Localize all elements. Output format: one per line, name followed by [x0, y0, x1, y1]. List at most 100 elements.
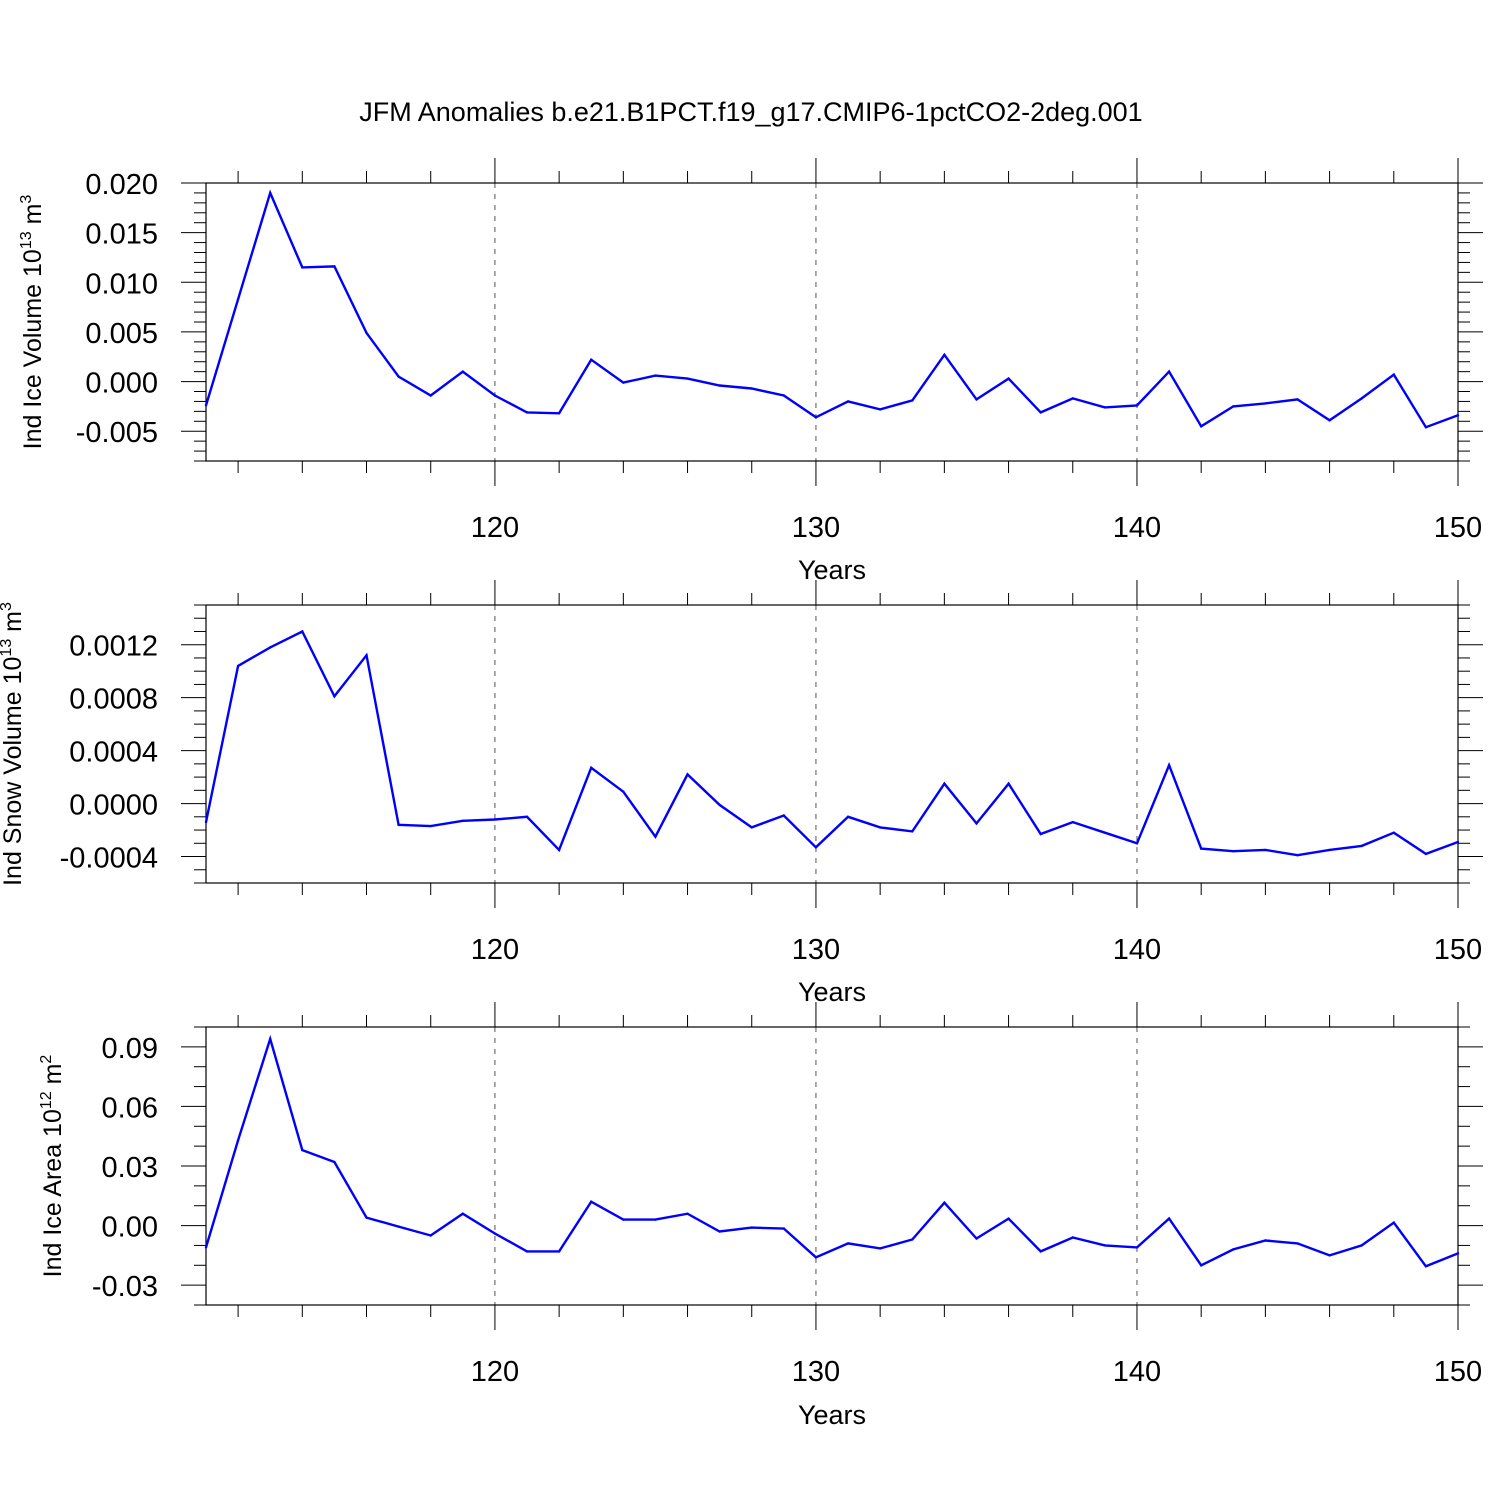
chart-2-x-tick-label: 140: [1113, 1356, 1161, 1388]
chart-1-data-point: [1456, 840, 1460, 844]
chart-2-y-axis-label: Ind Ice Area 1012 m2: [38, 1055, 67, 1278]
chart-1-data-point: [1199, 847, 1203, 850]
chart-1-data-point: [1135, 842, 1139, 845]
chart-1-data-point: [1039, 832, 1042, 836]
chart-1-data-point: [365, 654, 368, 657]
chart-1-plot-frame: [205, 604, 1459, 884]
chart-1-x-tick-label: 120: [471, 934, 519, 966]
figure-title: JFM Anomalies b.e21.B1PCT.f19_g17.CMIP6-…: [359, 97, 1142, 127]
chart-0-data-point: [236, 297, 240, 301]
chart-0-data-point: [654, 374, 657, 377]
chart-0-data-point: [557, 412, 561, 415]
chart-2-data-point: [1007, 1217, 1010, 1220]
chart-1-data-point: [878, 826, 882, 829]
chart-0-data-point: [686, 377, 689, 380]
chart-2-data-point: [204, 1246, 208, 1249]
chart-2-data-point: [622, 1218, 625, 1221]
chart-0-data-point: [718, 384, 721, 387]
chart-0-data-point: [493, 394, 497, 397]
chart-2-data-point: [1039, 1250, 1042, 1253]
chart-0-data-point: [590, 358, 593, 361]
chart-1-x-tick-label: 140: [1113, 934, 1161, 966]
chart-1-y-axis-label: Ind Snow Volume 1013 m3: [0, 602, 27, 886]
chart-1-data-point: [493, 818, 497, 821]
chart-2-data-point: [750, 1226, 753, 1229]
chart-1-data-point: [269, 646, 272, 649]
chart-0-y-tick-label: 0.015: [85, 219, 158, 251]
chart-1-data-point: [782, 814, 786, 817]
chart-1-y-tick-label: -0.0004: [60, 843, 158, 875]
chart-2-x-tick-label: 130: [792, 1356, 840, 1388]
chart-0-data-point: [782, 394, 786, 397]
chart-0-data-point: [911, 399, 914, 402]
chart-2-y-tick-label: 0.03: [102, 1152, 158, 1184]
chart-2-data-point: [1135, 1246, 1139, 1249]
chart-1-data-point: [1264, 848, 1267, 852]
chart-2-y-tick-label: -0.03: [92, 1271, 158, 1303]
chart-0-data-point: [814, 416, 818, 419]
chart-2-data-point: [654, 1218, 657, 1221]
chart-1-data-point: [461, 819, 465, 822]
chart-0-x-tick-label: 140: [1113, 512, 1161, 544]
chart-0-data-point: [943, 353, 946, 356]
chart-1-data-point: [686, 773, 689, 776]
chart-2-data-point: [1360, 1244, 1363, 1247]
chart-1-data-point: [1424, 852, 1428, 856]
chart-0-x-axis-label: Years: [798, 555, 866, 585]
chart-2-data-point: [1424, 1265, 1428, 1268]
chart-2-data-point: [1456, 1252, 1460, 1255]
chart-0-x-tick-label: 120: [471, 512, 519, 544]
chart-0-data-point: [1167, 370, 1171, 373]
chart-0-data-point: [1039, 411, 1042, 414]
chart-1-data-point: [846, 815, 850, 819]
chart-1-data-point: [1167, 763, 1171, 767]
chart-0-x-tick-label: 150: [1434, 512, 1482, 544]
chart-2-data-point: [782, 1227, 786, 1230]
chart-2-x-tick-label: 150: [1434, 1356, 1482, 1388]
chart-0-data-point: [461, 370, 465, 373]
ice-volume-panel: 120 130 140 150 0.020 0.015 0.010 0.005 0.000 -0.…: [18, 158, 1483, 585]
chart-0-y-tick-label: 0.010: [85, 268, 158, 300]
chart-2-data-point: [557, 1250, 561, 1253]
chart-2-data-point: [686, 1212, 689, 1215]
chart-1-data-point: [204, 820, 208, 824]
chart-0-data-point: [397, 375, 400, 378]
ice-area-panel: 120 130 140 150 0.09 0.06 0.03 0.00 -0.03 Ind Ice…: [38, 1002, 1483, 1430]
chart-0-data-point: [1456, 414, 1460, 417]
chart-1-x-axis-label: Years: [798, 977, 866, 1007]
chart-2-data-point: [718, 1230, 721, 1233]
chart-1-data-point: [943, 782, 946, 785]
chart-2-data-point: [590, 1200, 593, 1203]
chart-2-data-point: [1296, 1242, 1299, 1245]
chart-1-data-point: [1360, 844, 1363, 848]
chart-1-x-tick-label: 150: [1434, 934, 1482, 966]
chart-0-series-line: [204, 189, 1459, 429]
chart-2-y-tick-label: 0.06: [102, 1092, 158, 1124]
chart-1-data-point: [814, 846, 818, 849]
chart-0-data-point: [1360, 397, 1363, 400]
chart-1-x-tick-label: 130: [792, 934, 840, 966]
chart-2-x-tick-label: 120: [471, 1356, 519, 1388]
chart-2-data-point: [397, 1225, 400, 1228]
chart-2-data-point: [1071, 1236, 1074, 1239]
chart-2-data-point: [1328, 1254, 1331, 1257]
chart-1-data-point: [1392, 831, 1395, 834]
chart-1-data-point: [911, 830, 914, 833]
chart-2-data-point: [365, 1216, 368, 1219]
chart-2-data-point: [429, 1234, 432, 1237]
chart-1-data-point: [1007, 782, 1010, 785]
chart-1-data-point: [654, 835, 657, 838]
chart-0-data-point: [1424, 426, 1428, 429]
chart-0-y-tick-label: 0.005: [85, 318, 158, 350]
chart-2-y-tick-label: 0.09: [102, 1033, 158, 1065]
chart-1-data-point: [622, 790, 625, 793]
chart-1-data-point: [750, 826, 753, 829]
chart-0-data-point: [878, 408, 882, 411]
chart-1-y-tick-label: 0.0004: [69, 737, 158, 769]
chart-2-data-point: [878, 1247, 882, 1250]
chart-0-data-point: [204, 404, 208, 407]
chart-2-data-point: [301, 1148, 304, 1152]
chart-1-data-point: [1232, 850, 1235, 853]
chart-1-data-point: [1103, 831, 1107, 834]
